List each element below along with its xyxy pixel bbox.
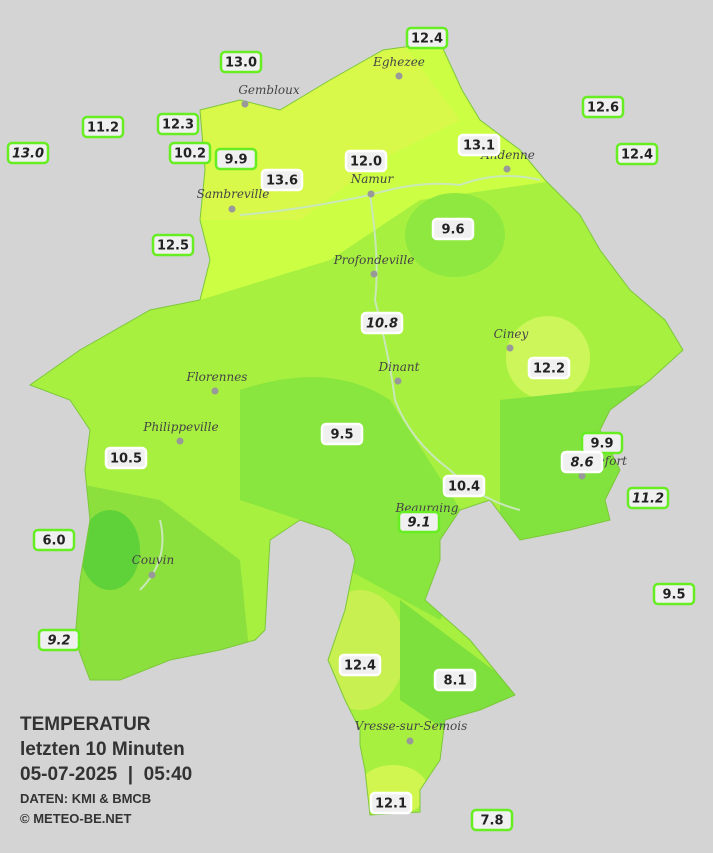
station-value: 11.2: [87, 121, 119, 136]
station-box: [615, 142, 659, 166]
station-value: 10.8: [366, 317, 398, 332]
town-dot: [406, 737, 414, 745]
station-box: [626, 486, 670, 510]
station-value: 7.8: [480, 814, 503, 829]
legend-copyright: © METEO-BE.NET: [20, 811, 131, 826]
station-box: [652, 582, 696, 606]
station-box: [369, 791, 413, 815]
station-box: [214, 147, 258, 171]
station-value: 12.5: [157, 239, 189, 254]
station-value: 13.6: [266, 174, 298, 189]
station-value: 12.2: [533, 362, 565, 377]
station-value: 12.4: [344, 659, 376, 674]
town-label: Gembloux: [238, 83, 300, 97]
station-value: 9.9: [590, 437, 613, 452]
station-value: 9.1: [407, 516, 430, 531]
station-value: 12.4: [411, 32, 443, 47]
station-value: 13.0: [225, 56, 257, 71]
station-value: 8.6: [570, 456, 593, 471]
town-dot: [506, 344, 514, 352]
station-box: [338, 653, 382, 677]
legend-title: TEMPERATUR: [20, 714, 151, 735]
station-box: [560, 450, 604, 474]
station-box: [442, 474, 486, 498]
station-value: 12.0: [350, 155, 382, 170]
station-value: 12.4: [621, 148, 653, 163]
station-box: [6, 141, 50, 165]
town-dot: [148, 571, 156, 579]
town-dot: [395, 72, 403, 80]
town-dot: [241, 100, 249, 108]
town-dot: [503, 165, 511, 173]
station-value: 13.1: [463, 139, 495, 154]
town-label: Namur: [350, 172, 395, 186]
legend-subtitle: letzten 10 Minuten: [20, 739, 185, 760]
town-label: Profondeville: [333, 253, 415, 267]
town-label: Philippeville: [142, 420, 218, 434]
station-box: [260, 168, 304, 192]
station-box: [104, 446, 148, 470]
station-value: 8.1: [443, 674, 466, 689]
station-box: [397, 510, 441, 534]
station-box: [81, 115, 125, 139]
town-dot: [228, 205, 236, 213]
station-box: [151, 233, 195, 257]
station-value: 12.3: [162, 118, 194, 133]
town-label: Eghezee: [372, 55, 425, 69]
station-value: 9.9: [224, 153, 247, 168]
station-box: [168, 141, 212, 165]
station-value: 11.2: [632, 492, 664, 507]
station-value: 6.0: [42, 534, 65, 549]
station-box: [344, 149, 388, 173]
station-value: 12.1: [375, 797, 407, 812]
station-box: [431, 217, 475, 241]
station-box: [457, 133, 501, 157]
town-label: Dinant: [378, 360, 420, 374]
town-dot: [394, 377, 402, 385]
legend-datetime: 05-07-2025 | 05:40: [20, 764, 192, 785]
station-value: 10.4: [448, 480, 480, 495]
town-dot: [370, 270, 378, 278]
town-label: Florennes: [186, 370, 248, 384]
station-value: 9.5: [330, 428, 353, 443]
town-label: Ciney: [494, 327, 529, 341]
station-box: [433, 668, 477, 692]
station-box: [320, 422, 364, 446]
station-value: 9.5: [662, 588, 685, 603]
station-value: 12.6: [587, 101, 619, 116]
station-box: [527, 356, 571, 380]
station-box: [37, 628, 81, 652]
station-box: [156, 112, 200, 136]
town-label: Couvin: [132, 553, 174, 567]
station-value: 13.0: [12, 147, 44, 162]
station-value: 10.5: [110, 452, 142, 467]
station-box: [581, 95, 625, 119]
town-dot: [211, 387, 219, 395]
town-label: Sambreville: [197, 187, 270, 201]
town-dot: [367, 190, 375, 198]
station-box: [219, 50, 263, 74]
station-box: [405, 26, 449, 50]
town-dot: [578, 472, 586, 480]
station-box: [32, 528, 76, 552]
station-box: [360, 311, 404, 335]
station-box: [470, 808, 514, 832]
legend-source: DATEN: KMI & BMCB: [20, 791, 151, 806]
station-value: 9.2: [47, 634, 70, 649]
station-value: 9.6: [441, 223, 464, 238]
town-label: Vresse-sur-Semois: [355, 719, 468, 733]
station-value: 10.2: [174, 147, 206, 162]
town-dot: [176, 437, 184, 445]
